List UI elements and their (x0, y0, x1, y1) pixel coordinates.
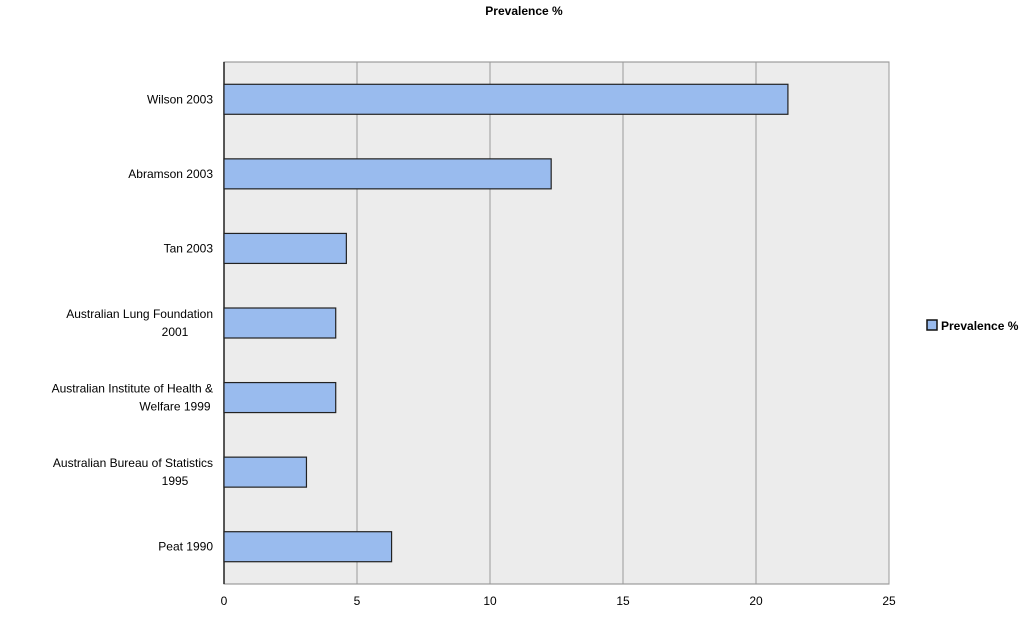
category-label: Wilson 2003 (147, 92, 213, 106)
x-tick-label: 5 (354, 594, 361, 608)
category-label: Tan 2003 (164, 241, 214, 255)
x-axis-tick-labels: 0 5 10 15 20 25 (221, 594, 896, 608)
legend-label: Prevalence % (941, 319, 1019, 333)
bar (223, 456, 308, 488)
bars (223, 83, 789, 563)
category-label: Australian Bureau of Statistics 1995 (53, 456, 213, 488)
bar (223, 158, 552, 190)
category-label: Abramson 2003 (128, 167, 213, 181)
chart-title: Prevalence % (485, 4, 563, 18)
bar (223, 531, 393, 563)
category-label: Australian Institute of Health & Welfare … (52, 382, 213, 414)
bar (223, 381, 337, 414)
x-tick-label: 15 (616, 594, 630, 608)
category-label: Australian Lung Foundation 2001 (66, 307, 213, 339)
x-tick-label: 20 (749, 594, 763, 608)
legend-swatch (926, 319, 938, 331)
bar (223, 83, 789, 115)
bar (223, 307, 337, 339)
x-tick-label: 10 (483, 594, 497, 608)
x-tick-label: 25 (882, 594, 896, 608)
category-labels: Wilson 2003 Abramson 2003 Tan 2003 Australi… (52, 92, 214, 553)
legend: Prevalence % (926, 319, 1019, 333)
x-tick-label: 0 (221, 594, 228, 608)
bar (223, 232, 347, 265)
category-label: Peat 1990 (158, 540, 213, 554)
